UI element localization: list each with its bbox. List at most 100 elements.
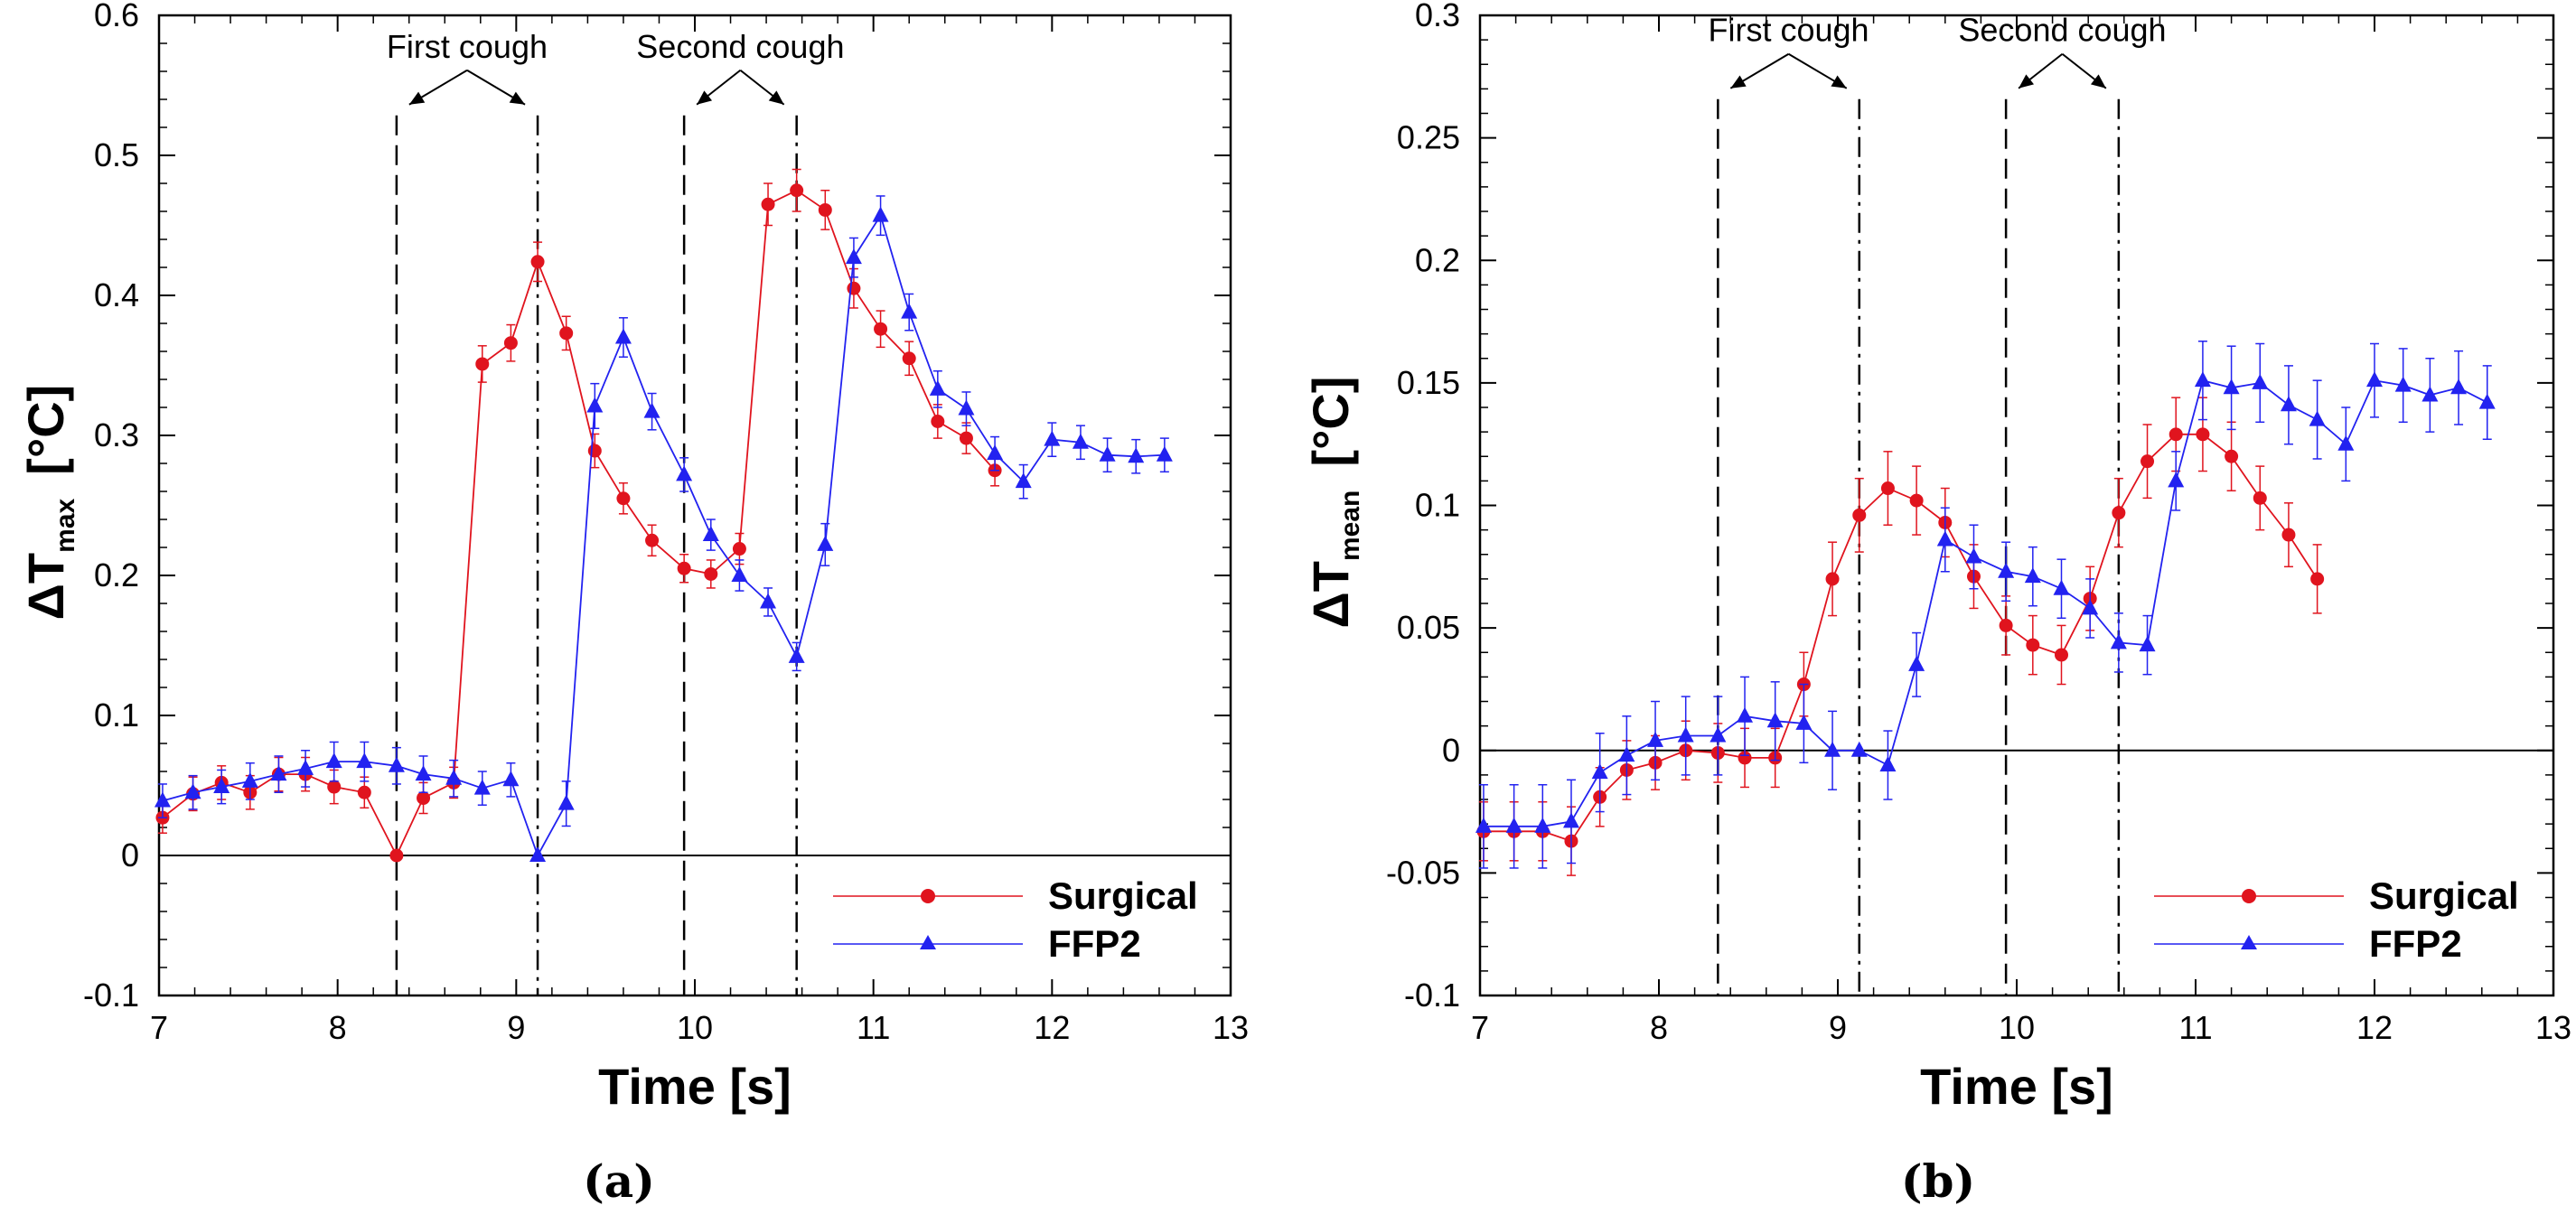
annotation-first-cough: First cough <box>1709 12 1869 49</box>
data-point-ffp2 <box>1156 445 1173 462</box>
y-tick-label: 0.6 <box>94 0 139 33</box>
series-line-ffp2 <box>162 213 1165 858</box>
panel-a-frame <box>157 14 1232 997</box>
series-surgical <box>1476 397 2325 876</box>
data-point-ffp2 <box>731 566 748 582</box>
annotation-second-cough: Second cough <box>636 28 844 65</box>
data-point-ffp2 <box>2223 379 2240 395</box>
x-tick-label: 11 <box>2178 1009 2212 1046</box>
data-point-ffp2 <box>184 783 201 799</box>
legend-label-surgical: Surgical <box>2369 874 2519 917</box>
data-point-surgical <box>503 336 518 350</box>
panel-a-label: (a) <box>583 1154 655 1208</box>
data-point-ffp2 <box>1505 817 1522 833</box>
data-point-ffp2 <box>1072 433 1089 449</box>
data-point-ffp2 <box>1647 731 1664 747</box>
annotation-arrowhead <box>2090 74 2106 89</box>
data-point-ffp2 <box>929 379 946 396</box>
data-point-ffp2 <box>2252 373 2269 389</box>
data-point-ffp2 <box>1677 726 1694 743</box>
data-point-ffp2 <box>987 444 1004 461</box>
data-point-ffp2 <box>2394 376 2412 392</box>
data-point-ffp2 <box>1936 530 1953 547</box>
y-label-subscript: mean <box>1335 491 1365 561</box>
y-tick-label: 0.1 <box>1415 487 1460 524</box>
data-point-surgical <box>559 326 574 341</box>
data-point-surgical <box>931 415 945 428</box>
data-point-surgical <box>959 431 973 445</box>
legend-marker-surgical <box>921 889 935 903</box>
y-label-unit: [°C] <box>17 385 74 475</box>
y-tick-label: 0.05 <box>1397 609 1460 646</box>
data-point-ffp2 <box>2139 636 2156 652</box>
data-point-ffp2 <box>1015 472 1032 489</box>
data-point-ffp2 <box>1099 445 1116 462</box>
data-point-ffp2 <box>415 765 432 781</box>
data-point-ffp2 <box>325 752 342 769</box>
data-point-ffp2 <box>1824 741 1841 757</box>
data-point-ffp2 <box>845 248 862 265</box>
data-point-surgical <box>847 281 861 295</box>
x-tick-label: 8 <box>329 1009 347 1046</box>
data-point-ffp2 <box>297 759 314 775</box>
data-point-surgical <box>1825 572 1840 586</box>
x-tick-label: 13 <box>1213 1009 1249 1046</box>
data-point-ffp2 <box>1710 726 1727 743</box>
y-tick-label: 0.1 <box>94 696 139 734</box>
annotation-second-cough: Second cough <box>1958 12 2166 49</box>
data-point-ffp2 <box>388 756 405 772</box>
data-point-ffp2 <box>356 752 373 769</box>
data-point-surgical <box>645 533 660 547</box>
x-tick-label: 11 <box>857 1009 890 1046</box>
y-tick-label: -0.05 <box>1386 854 1460 891</box>
series-surgical <box>155 168 1002 863</box>
data-point-ffp2 <box>1618 746 1635 762</box>
annotation-arrowhead <box>2019 74 2035 89</box>
y-label-unit: [°C] <box>1302 377 1359 467</box>
data-point-ffp2 <box>2366 371 2383 388</box>
data-point-ffp2 <box>1128 447 1145 463</box>
y-label-subscript: max <box>51 499 80 553</box>
y-tick-label: 0.4 <box>94 276 139 313</box>
annotation-arrowhead <box>697 90 713 105</box>
data-point-ffp2 <box>529 846 547 862</box>
panel-b-legend: Surgical FFP2 <box>2154 874 2519 965</box>
panel-b-frame <box>1478 14 2555 997</box>
data-point-ffp2 <box>1475 817 1492 833</box>
annotation-arrowhead <box>1730 75 1747 89</box>
data-point-ffp2 <box>817 535 834 551</box>
data-point-ffp2 <box>958 399 975 416</box>
data-point-surgical <box>2055 648 2068 662</box>
data-point-ffp2 <box>1766 712 1784 728</box>
x-tick-label: 12 <box>2356 1009 2393 1046</box>
x-tick-label: 7 <box>1471 1009 1489 1046</box>
annotation-arrowhead <box>408 91 426 105</box>
data-point-ffp2 <box>557 794 575 810</box>
data-point-ffp2 <box>473 779 491 795</box>
data-point-surgical <box>1852 508 1867 522</box>
data-point-ffp2 <box>1562 812 1579 828</box>
panel-b-label: (b) <box>1901 1154 1975 1208</box>
data-point-ffp2 <box>2280 396 2297 412</box>
data-point-ffp2 <box>213 778 230 794</box>
data-point-ffp2 <box>2309 410 2326 426</box>
y-tick-label: -0.1 <box>1404 977 1460 1014</box>
data-point-surgical <box>389 848 404 863</box>
data-point-ffp2 <box>676 465 693 481</box>
data-point-ffp2 <box>154 791 171 808</box>
legend-marker-surgical <box>2242 889 2256 903</box>
x-tick-label: 9 <box>1829 1009 1847 1046</box>
data-point-ffp2 <box>2337 435 2355 451</box>
legend-label-ffp2: FFP2 <box>2369 922 2462 965</box>
data-point-ffp2 <box>872 206 889 222</box>
data-point-ffp2 <box>270 765 287 781</box>
x-tick-label: 10 <box>677 1009 713 1046</box>
data-point-ffp2 <box>643 402 660 418</box>
data-point-surgical <box>2169 427 2183 442</box>
x-tick-label: 7 <box>150 1009 168 1046</box>
data-point-surgical <box>677 561 691 575</box>
data-point-surgical <box>732 542 746 556</box>
data-point-ffp2 <box>2024 567 2041 584</box>
data-point-ffp2 <box>2450 379 2468 395</box>
